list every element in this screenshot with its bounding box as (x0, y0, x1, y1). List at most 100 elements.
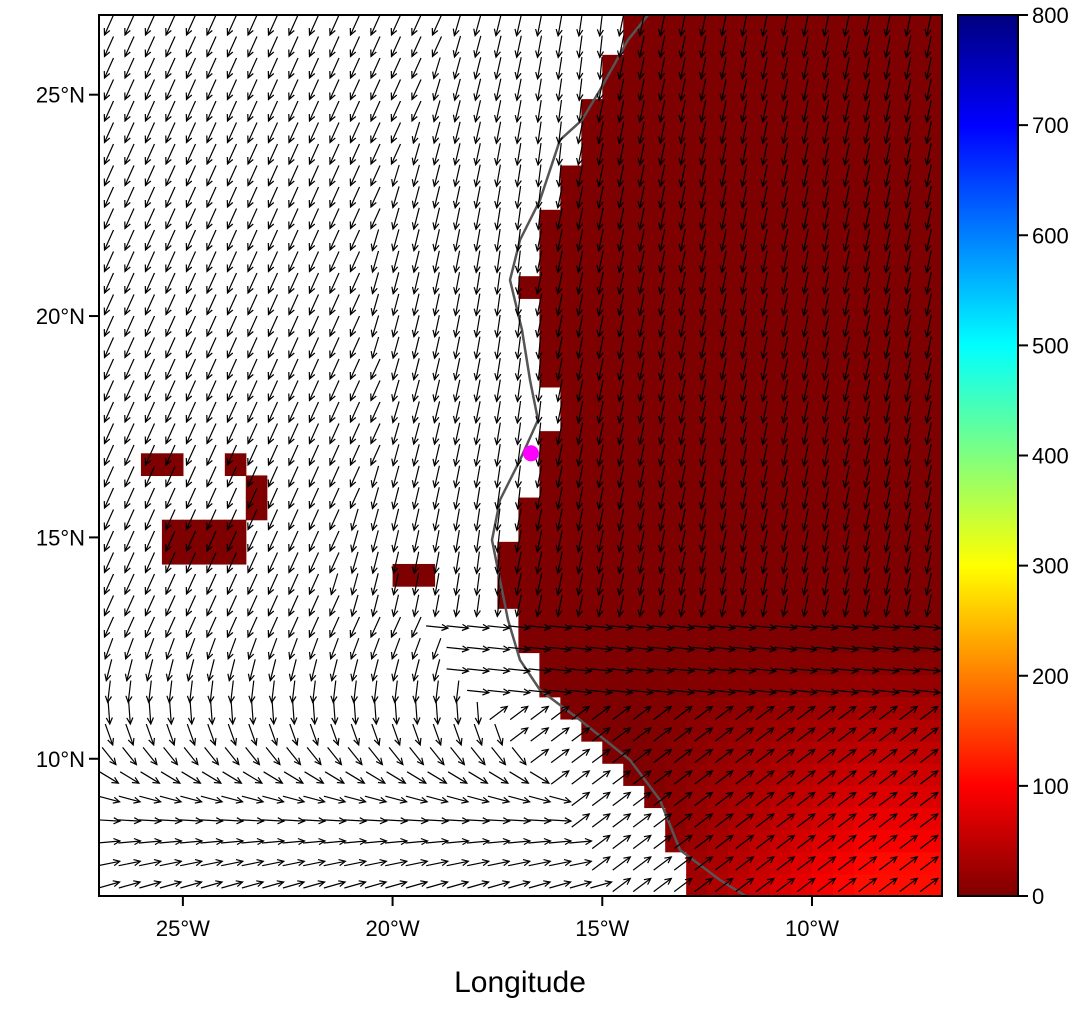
field-cell (686, 298, 708, 322)
wind-arrow (528, 880, 552, 889)
wind-arrow (206, 251, 217, 273)
wind-arrow (637, 336, 645, 360)
wind-arrow (349, 337, 361, 359)
wind-arrow (904, 336, 912, 360)
wind-arrow (653, 856, 673, 871)
wind-arrow (99, 859, 122, 867)
wind-arrow (206, 57, 217, 80)
wind-arrow (836, 645, 860, 653)
field-cell (644, 15, 666, 34)
field-cell (937, 298, 942, 322)
wind-arrow (631, 688, 655, 696)
wind-arrow (678, 336, 686, 360)
field-cell (707, 320, 729, 344)
wind-arrow (452, 186, 461, 210)
wind-arrow (699, 35, 707, 59)
wind-arrow (555, 551, 563, 575)
wind-arrow (413, 701, 421, 726)
wind-arrow (206, 487, 217, 510)
wind-arrow (124, 530, 135, 553)
wind-arrow (781, 57, 789, 81)
field-cell (853, 541, 876, 565)
wind-arrow (858, 813, 878, 828)
wind-arrow (755, 877, 775, 893)
wind-arrow (144, 358, 156, 381)
wind-arrow (165, 15, 176, 37)
wind-arrow (247, 229, 258, 252)
wind-arrow (836, 688, 860, 696)
field-cell (874, 541, 897, 565)
field-cell (497, 541, 519, 565)
wind-arrow (308, 552, 320, 574)
wind-arrow (432, 465, 440, 489)
wind-arrow (883, 250, 891, 274)
wind-arrow (714, 813, 734, 828)
wind-arrow (528, 817, 552, 825)
wind-arrow (678, 57, 686, 81)
wind-arrow (817, 813, 837, 828)
field-cell (560, 364, 582, 388)
wind-arrow (391, 422, 400, 446)
wind-arrow (185, 466, 197, 488)
wind-arrow (185, 294, 197, 316)
field-cell (623, 364, 645, 388)
wind-arrow (883, 401, 891, 425)
wind-arrow (329, 36, 340, 58)
wind-arrow (735, 791, 755, 807)
field-cell (916, 15, 939, 34)
wind-arrow (904, 15, 912, 38)
wind-arrow (856, 688, 880, 696)
field-cell (832, 54, 855, 78)
wind-arrow (391, 358, 400, 381)
wind-arrow (904, 573, 912, 597)
wind-arrow (678, 272, 686, 296)
wind-arrow (535, 143, 543, 167)
field-cell (937, 364, 942, 388)
wind-arrow (733, 623, 757, 632)
wind-arrow (308, 208, 320, 230)
field-cell (581, 431, 603, 454)
wind-arrow (124, 401, 135, 424)
field-cell (749, 165, 771, 189)
wind-arrow (247, 315, 258, 338)
wind-arrow (631, 645, 655, 653)
wind-arrow (678, 186, 686, 210)
wind-arrow (431, 15, 443, 37)
wind-arrow (571, 770, 591, 785)
wind-arrow (883, 78, 891, 102)
wind-arrow (596, 164, 604, 188)
wind-arrow (801, 315, 809, 339)
field-cell (811, 409, 834, 432)
field-cell (791, 254, 813, 277)
wind-arrow (329, 466, 340, 488)
wind-arrow (617, 444, 625, 468)
wind-arrow (124, 573, 135, 596)
wind-arrow (658, 379, 666, 403)
wind-arrow (899, 727, 919, 742)
wind-arrow (267, 573, 279, 596)
wind-arrow (612, 748, 632, 764)
wind-arrow (822, 35, 830, 59)
wind-arrow (863, 336, 871, 360)
wind-arrow (801, 401, 809, 425)
wind-arrow (924, 530, 932, 554)
wind-arrow (329, 616, 340, 639)
wind-arrow (822, 207, 830, 231)
wind-arrow (248, 680, 256, 704)
wind-arrow (368, 747, 384, 766)
wind-arrow (822, 358, 830, 382)
wind-arrow (432, 594, 440, 618)
wind-arrow (822, 229, 830, 253)
wind-arrow (555, 422, 563, 446)
wind-arrow (596, 186, 604, 210)
wind-arrow (467, 645, 491, 653)
wind-arrow (514, 100, 522, 124)
wind-arrow (466, 817, 491, 825)
field-cell (853, 696, 876, 720)
field-cell (832, 76, 855, 100)
wind-arrow (610, 688, 634, 696)
wind-arrow (247, 466, 258, 488)
wind-arrow (288, 122, 299, 144)
field-cell (916, 586, 939, 609)
wind-arrow (678, 143, 686, 167)
